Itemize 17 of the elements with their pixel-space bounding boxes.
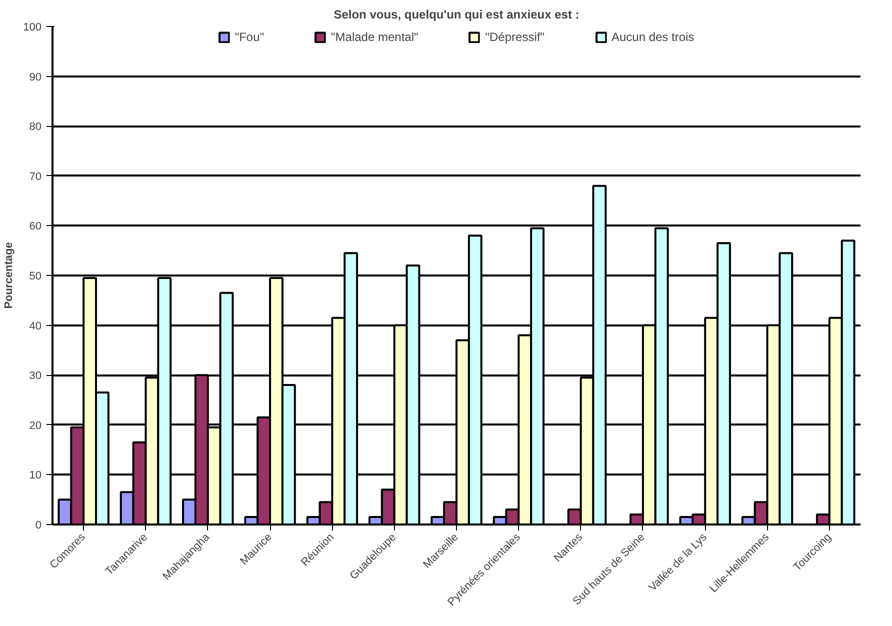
legend-label: Aucun des trois [611, 30, 694, 44]
y-tick-label: 60 [29, 220, 42, 233]
legend-label: "Fou" [234, 30, 264, 44]
legend-label: "Dépressif" [485, 30, 544, 44]
y-tick-label: 10 [29, 470, 42, 482]
y-tick-label: 90 [29, 71, 42, 84]
y-axis-title: Pourcentage [3, 242, 16, 309]
y-tick-label: 20 [29, 420, 42, 432]
y-tick-label: 0 [35, 520, 42, 532]
y-tick-label: 40 [29, 320, 42, 332]
chart-title: Selon vous, quelqu'un qui est anxieux est : [334, 8, 580, 22]
legend-label: "Malade mental" [331, 30, 418, 44]
y-tick-label: 100 [23, 22, 42, 34]
y-tick-label: 70 [29, 170, 42, 183]
y-tick-label: 80 [29, 121, 42, 134]
y-tick-label: 30 [29, 370, 42, 382]
y-tick-label: 50 [29, 270, 42, 282]
